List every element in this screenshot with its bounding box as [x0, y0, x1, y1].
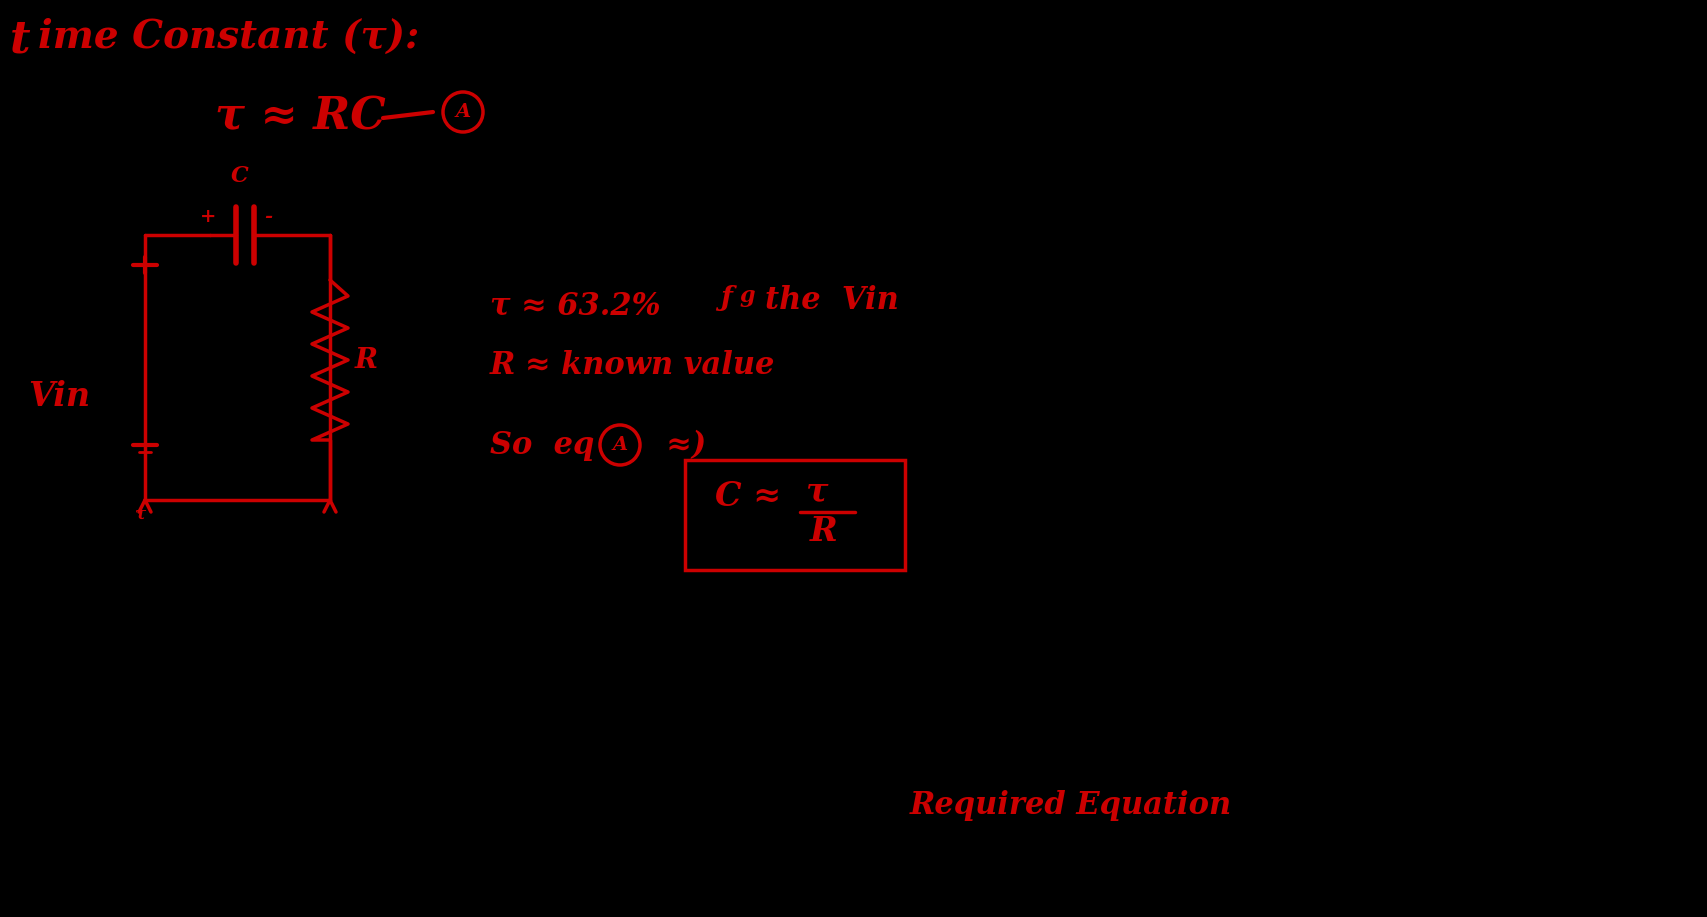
Bar: [685, 460, 905, 570]
Text: ƒ: ƒ: [720, 285, 732, 312]
Text: A: A: [456, 103, 471, 121]
Text: C: C: [230, 165, 249, 187]
Text: Required Equation: Required Equation: [910, 790, 1231, 821]
Text: C ≈: C ≈: [715, 480, 804, 513]
Text: g: g: [739, 285, 754, 307]
Text: -: -: [265, 208, 271, 226]
Text: ≈): ≈): [645, 430, 705, 461]
Text: So  eq: So eq: [490, 430, 594, 461]
Text: R: R: [809, 515, 836, 548]
Text: R ≈ known value: R ≈ known value: [490, 350, 775, 381]
Text: +: +: [200, 208, 217, 226]
Text: ime Constant (τ):: ime Constant (τ):: [38, 18, 420, 56]
Text: R: R: [355, 347, 377, 373]
Text: τ ≈ 63.2%: τ ≈ 63.2%: [490, 290, 681, 321]
Text: τ: τ: [804, 475, 826, 508]
Text: τ ≈ RC: τ ≈ RC: [215, 95, 386, 138]
Text: Vin: Vin: [27, 380, 90, 413]
Text: the  Vin: the Vin: [765, 285, 898, 316]
Text: t: t: [10, 18, 31, 61]
Text: A: A: [613, 436, 626, 454]
Text: τ: τ: [135, 505, 145, 522]
